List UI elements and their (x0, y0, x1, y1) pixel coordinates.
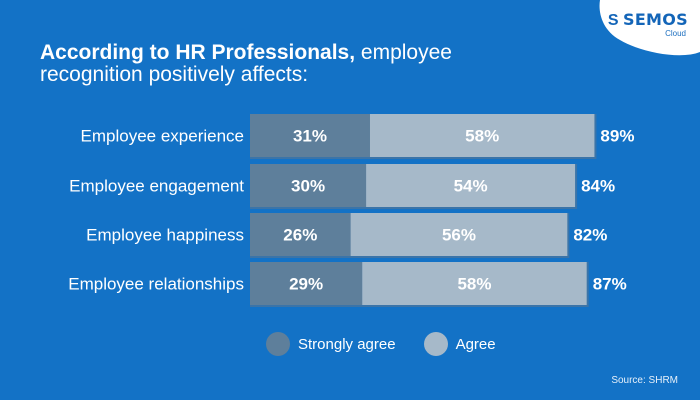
legend-item-agree: Agree (423, 332, 496, 356)
data-label-agree: 58% (457, 275, 491, 294)
category-label: Employee relationships (68, 275, 244, 294)
category-label: Employee experience (81, 127, 244, 146)
category-label: Employee engagement (69, 177, 244, 196)
logo-brand-text: SEMOS (623, 10, 688, 29)
logo-sub-text: Cloud (665, 29, 686, 38)
bar-agree (362, 262, 587, 305)
brand-logo: S SEMOS Cloud (608, 10, 688, 38)
bar-strongly-agree (250, 213, 351, 256)
logo-background-shape (599, 0, 700, 56)
data-label-agree: 58% (465, 127, 499, 146)
data-label-strongly-agree: 30% (291, 177, 325, 196)
bar-strongly-agree (250, 262, 363, 305)
total-label: 82% (573, 226, 607, 245)
chart-title: According to HR Professionals, employee … (40, 42, 560, 86)
bar-strongly-agree (250, 164, 367, 207)
legend-item-strongly-agree: Strongly agree (266, 332, 396, 356)
semos-s-icon: S (607, 12, 619, 29)
source-note: Source: SHRM (611, 375, 678, 386)
category-label: Employee happiness (86, 226, 244, 245)
data-label-agree: 54% (454, 177, 488, 196)
bar-agree (366, 164, 576, 207)
data-label-strongly-agree: 26% (283, 226, 317, 245)
bar-agree (350, 213, 568, 256)
bar-strongly-agree (250, 114, 370, 157)
total-label: 84% (581, 177, 615, 196)
title-rest: employee (355, 41, 452, 64)
bar-agree (369, 114, 595, 157)
title-line2: recognition positively affects: (40, 63, 309, 86)
total-label: 87% (593, 275, 627, 294)
data-label-strongly-agree: 29% (289, 275, 323, 294)
title-bold: According to HR Professionals, (40, 41, 356, 64)
legend-label-agree: Agree (455, 335, 496, 353)
legend-swatch-strongly-agree (266, 332, 290, 356)
chart-legend: Strongly agree Agree (266, 332, 524, 356)
data-label-agree: 56% (442, 226, 476, 245)
legend-swatch-agree (423, 332, 448, 356)
data-label-strongly-agree: 31% (293, 127, 327, 146)
total-label: 89% (600, 127, 634, 146)
legend-label-strongly-agree: Strongly agree (298, 335, 396, 353)
